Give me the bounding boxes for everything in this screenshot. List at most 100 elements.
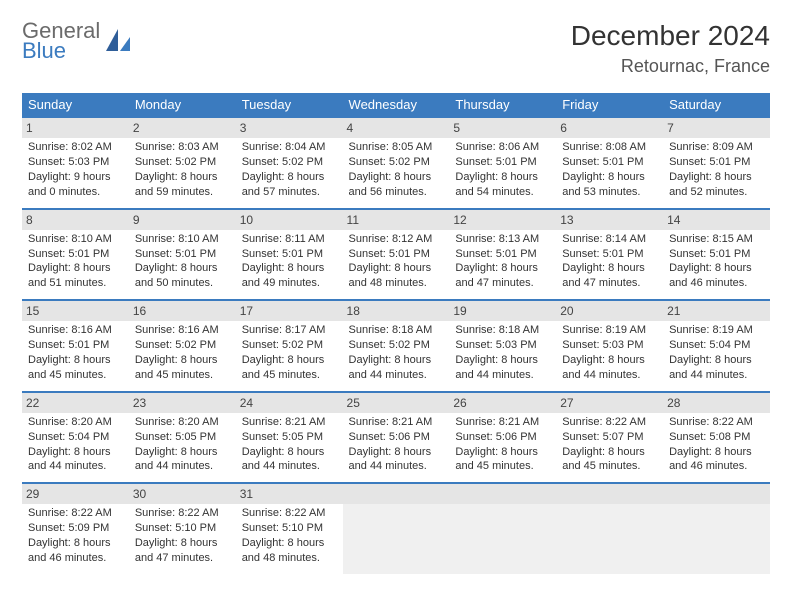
calendar-cell: 14Sunrise: 8:15 AMSunset: 5:01 PMDayligh… [663, 209, 770, 301]
sunrise-text: Sunrise: 8:14 AM [562, 232, 657, 247]
daylight-text-2: and 49 minutes. [242, 276, 337, 291]
daylight-text-1: Daylight: 8 hours [135, 536, 230, 551]
day-number: 9 [129, 210, 236, 230]
day-number: 31 [236, 484, 343, 504]
sunset-text: Sunset: 5:01 PM [562, 155, 657, 170]
sunset-text: Sunset: 5:03 PM [455, 338, 550, 353]
sunrise-text: Sunrise: 8:11 AM [242, 232, 337, 247]
calendar-cell: 17Sunrise: 8:17 AMSunset: 5:02 PMDayligh… [236, 300, 343, 392]
day-number: 30 [129, 484, 236, 504]
sunset-text: Sunset: 5:04 PM [28, 430, 123, 445]
day-number [343, 484, 450, 504]
calendar-cell-empty [663, 483, 770, 574]
sunrise-text: Sunrise: 8:09 AM [669, 140, 764, 155]
daylight-text-2: and 46 minutes. [669, 276, 764, 291]
sunset-text: Sunset: 5:01 PM [669, 155, 764, 170]
daylight-text-2: and 46 minutes. [28, 551, 123, 566]
sunrise-text: Sunrise: 8:22 AM [28, 506, 123, 521]
calendar-cell: 13Sunrise: 8:14 AMSunset: 5:01 PMDayligh… [556, 209, 663, 301]
daylight-text-1: Daylight: 8 hours [135, 353, 230, 368]
calendar-cell: 20Sunrise: 8:19 AMSunset: 5:03 PMDayligh… [556, 300, 663, 392]
daylight-text-2: and 44 minutes. [349, 368, 444, 383]
sunrise-text: Sunrise: 8:02 AM [28, 140, 123, 155]
sunset-text: Sunset: 5:05 PM [242, 430, 337, 445]
calendar-cell: 4Sunrise: 8:05 AMSunset: 5:02 PMDaylight… [343, 117, 450, 209]
daylight-text-1: Daylight: 8 hours [669, 353, 764, 368]
daylight-text-2: and 57 minutes. [242, 185, 337, 200]
sunrise-text: Sunrise: 8:21 AM [242, 415, 337, 430]
day-number: 16 [129, 301, 236, 321]
day-number: 11 [343, 210, 450, 230]
daylight-text-1: Daylight: 8 hours [669, 170, 764, 185]
sunset-text: Sunset: 5:01 PM [135, 247, 230, 262]
sunset-text: Sunset: 5:07 PM [562, 430, 657, 445]
sunrise-text: Sunrise: 8:15 AM [669, 232, 764, 247]
calendar-cell-empty [556, 483, 663, 574]
daylight-text-1: Daylight: 8 hours [349, 261, 444, 276]
daylight-text-1: Daylight: 8 hours [242, 170, 337, 185]
sunrise-text: Sunrise: 8:18 AM [349, 323, 444, 338]
calendar-week: 15Sunrise: 8:16 AMSunset: 5:01 PMDayligh… [22, 300, 770, 392]
location: Retournac, France [571, 56, 770, 77]
sunrise-text: Sunrise: 8:22 AM [562, 415, 657, 430]
calendar-cell: 28Sunrise: 8:22 AMSunset: 5:08 PMDayligh… [663, 392, 770, 484]
daylight-text-2: and 53 minutes. [562, 185, 657, 200]
daylight-text-2: and 48 minutes. [242, 551, 337, 566]
sunrise-text: Sunrise: 8:19 AM [669, 323, 764, 338]
day-number: 25 [343, 393, 450, 413]
calendar-body: 1Sunrise: 8:02 AMSunset: 5:03 PMDaylight… [22, 117, 770, 574]
daylight-text-1: Daylight: 8 hours [562, 353, 657, 368]
calendar-cell: 27Sunrise: 8:22 AMSunset: 5:07 PMDayligh… [556, 392, 663, 484]
calendar-cell: 23Sunrise: 8:20 AMSunset: 5:05 PMDayligh… [129, 392, 236, 484]
daylight-text-2: and 54 minutes. [455, 185, 550, 200]
daylight-text-1: Daylight: 8 hours [135, 261, 230, 276]
sunset-text: Sunset: 5:03 PM [562, 338, 657, 353]
day-header: Thursday [449, 93, 556, 117]
day-number [556, 484, 663, 504]
sunrise-text: Sunrise: 8:20 AM [28, 415, 123, 430]
sunrise-text: Sunrise: 8:21 AM [349, 415, 444, 430]
day-number: 24 [236, 393, 343, 413]
logo: General Blue [22, 20, 132, 62]
daylight-text-2: and 44 minutes. [455, 368, 550, 383]
sunrise-text: Sunrise: 8:18 AM [455, 323, 550, 338]
daylight-text-1: Daylight: 8 hours [562, 445, 657, 460]
sunset-text: Sunset: 5:02 PM [242, 338, 337, 353]
day-number: 2 [129, 118, 236, 138]
sunset-text: Sunset: 5:03 PM [28, 155, 123, 170]
daylight-text-1: Daylight: 8 hours [455, 170, 550, 185]
calendar-cell: 29Sunrise: 8:22 AMSunset: 5:09 PMDayligh… [22, 483, 129, 574]
daylight-text-2: and 56 minutes. [349, 185, 444, 200]
day-header: Monday [129, 93, 236, 117]
title-block: December 2024 Retournac, France [571, 20, 770, 77]
sunset-text: Sunset: 5:06 PM [349, 430, 444, 445]
sunset-text: Sunset: 5:04 PM [669, 338, 764, 353]
sunrise-text: Sunrise: 8:10 AM [28, 232, 123, 247]
daylight-text-1: Daylight: 8 hours [242, 536, 337, 551]
calendar-cell-empty [449, 483, 556, 574]
sunrise-text: Sunrise: 8:13 AM [455, 232, 550, 247]
sunset-text: Sunset: 5:02 PM [135, 338, 230, 353]
day-number [663, 484, 770, 504]
sunset-text: Sunset: 5:10 PM [135, 521, 230, 536]
day-number: 10 [236, 210, 343, 230]
daylight-text-2: and 47 minutes. [455, 276, 550, 291]
sunset-text: Sunset: 5:01 PM [28, 247, 123, 262]
daylight-text-1: Daylight: 8 hours [669, 445, 764, 460]
sunrise-text: Sunrise: 8:19 AM [562, 323, 657, 338]
daylight-text-2: and 44 minutes. [135, 459, 230, 474]
day-number: 28 [663, 393, 770, 413]
daylight-text-1: Daylight: 8 hours [455, 353, 550, 368]
calendar-week: 22Sunrise: 8:20 AMSunset: 5:04 PMDayligh… [22, 392, 770, 484]
logo-word-bottom: Blue [22, 40, 100, 62]
sunrise-text: Sunrise: 8:17 AM [242, 323, 337, 338]
day-number: 17 [236, 301, 343, 321]
daylight-text-1: Daylight: 8 hours [349, 170, 444, 185]
sunrise-text: Sunrise: 8:12 AM [349, 232, 444, 247]
calendar-page: General Blue December 2024 Retournac, Fr… [0, 0, 792, 584]
day-number: 19 [449, 301, 556, 321]
calendar-cell: 19 Sunrise: 8:18 AMSunset: 5:03 PMDayligh… [449, 300, 556, 392]
calendar-cell: 8Sunrise: 8:10 AMSunset: 5:01 PMDaylight… [22, 209, 129, 301]
daylight-text-1: Daylight: 8 hours [242, 261, 337, 276]
sunset-text: Sunset: 5:01 PM [242, 247, 337, 262]
